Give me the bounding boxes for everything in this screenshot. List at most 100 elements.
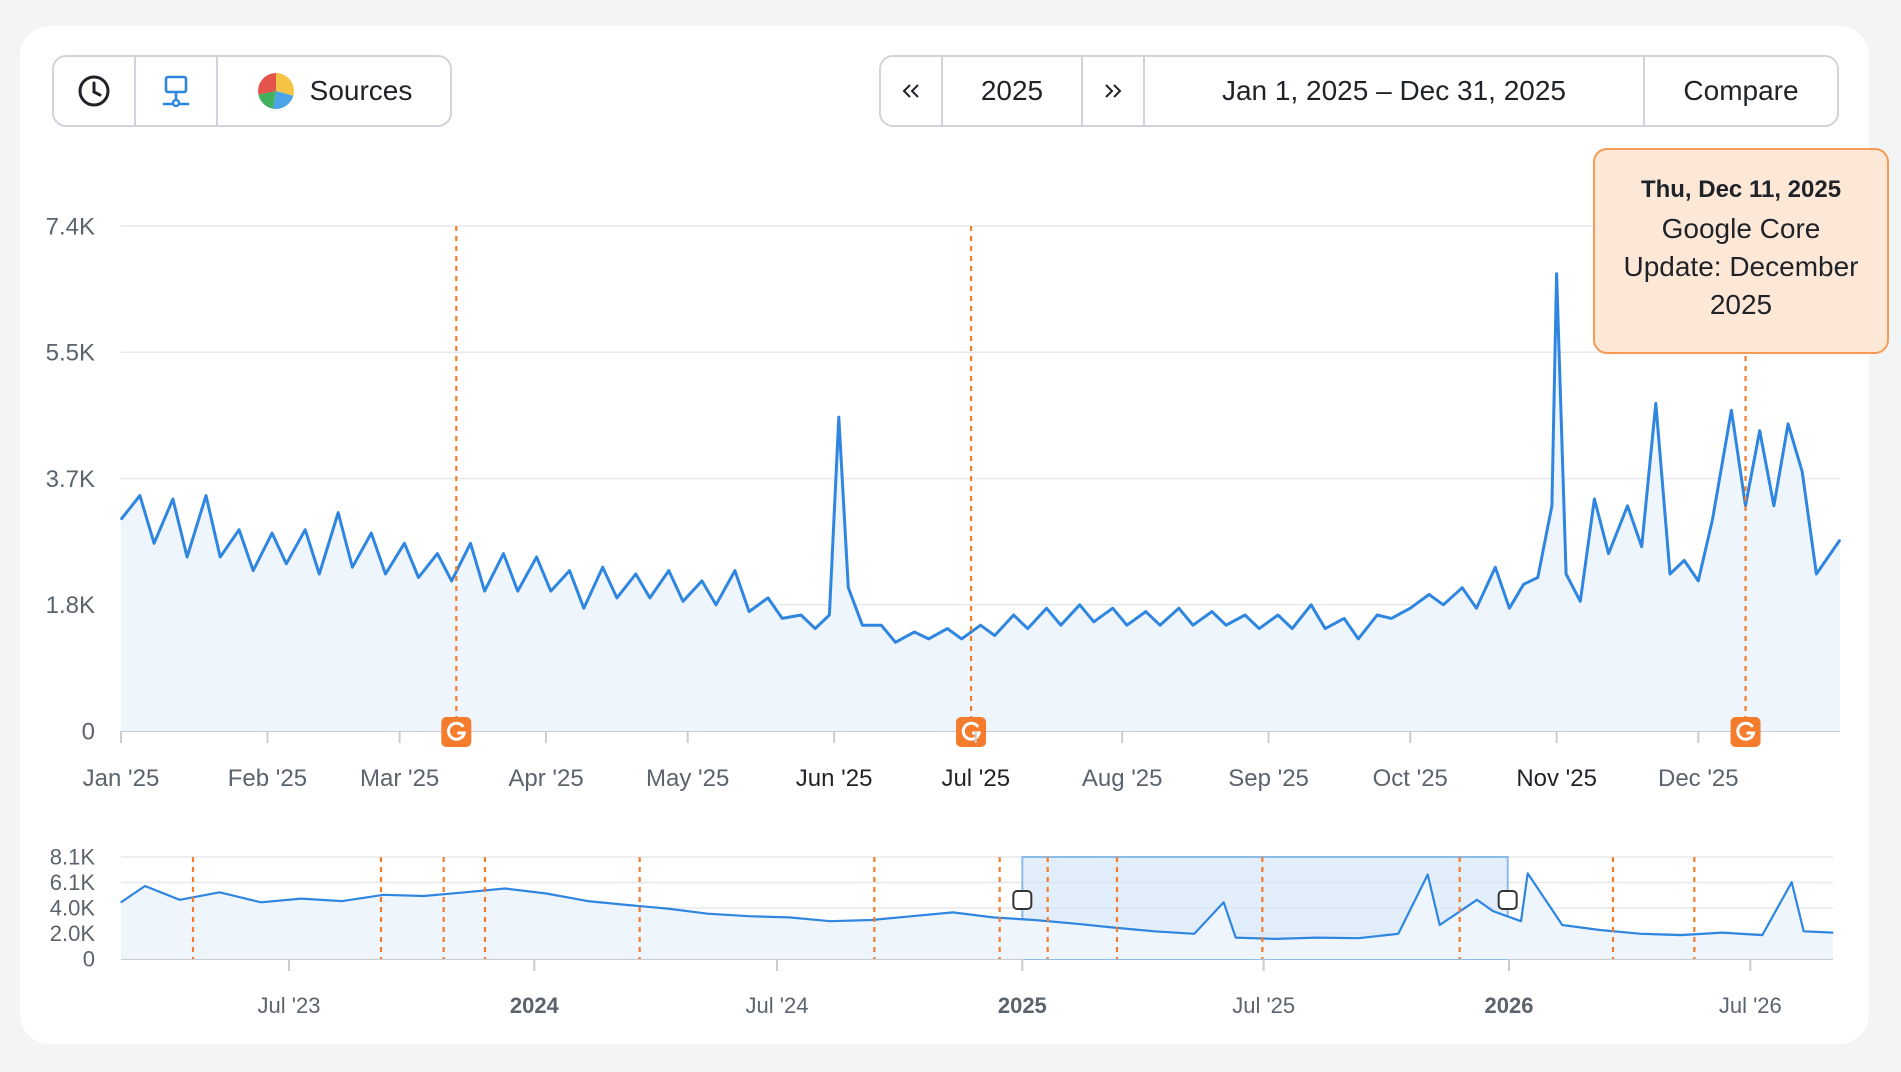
data-point	[1235, 936, 1237, 939]
data-point	[1093, 621, 1095, 623]
data-point	[252, 570, 254, 572]
data-point	[1551, 505, 1553, 507]
data-point	[1258, 628, 1260, 630]
data-point	[952, 911, 954, 914]
data-point	[913, 631, 915, 633]
data-point	[1357, 937, 1359, 939]
data-point	[1291, 628, 1293, 630]
data-point	[1211, 610, 1213, 613]
data-point	[179, 899, 181, 901]
date-toolbar: 2025 Jan 1, 2025 – Dec 31, 2025 Compare	[879, 55, 1839, 127]
data-point	[1565, 573, 1567, 575]
data-point	[1439, 924, 1441, 926]
data-point	[1343, 617, 1345, 619]
data-point	[1815, 573, 1817, 575]
data-point	[1225, 624, 1227, 626]
double-chevron-left-icon	[902, 84, 919, 98]
y-tick-label: 6.1K	[50, 870, 96, 895]
data-point	[403, 542, 405, 544]
next-year-button[interactable]	[1083, 57, 1145, 125]
data-point	[337, 512, 339, 514]
data-point	[1442, 604, 1444, 606]
data-point	[1593, 498, 1596, 500]
data-point	[1428, 593, 1430, 596]
data-point	[649, 597, 651, 599]
data-point	[748, 915, 750, 917]
year-selector[interactable]: 2025	[943, 57, 1083, 125]
google-update-icon	[1730, 717, 1761, 747]
data-point	[300, 897, 302, 900]
data-point	[1730, 409, 1732, 411]
data-point	[436, 552, 439, 555]
data-point	[635, 573, 637, 575]
data-point	[1476, 899, 1478, 901]
y-tick-label: 0	[82, 718, 95, 745]
data-point	[828, 614, 830, 616]
date-range-picker[interactable]: Jan 1, 2025 – Dec 31, 2025	[1145, 57, 1645, 125]
data-point	[464, 891, 466, 893]
data-point	[238, 529, 240, 531]
data-point	[1683, 559, 1685, 561]
x-tick-label: 2026	[1485, 993, 1534, 1018]
data-point	[861, 624, 864, 626]
data-point	[1461, 587, 1463, 589]
x-tick-label: Jul '25	[941, 765, 1010, 792]
data-point	[1494, 566, 1496, 568]
data-point	[172, 498, 174, 500]
data-point	[1721, 931, 1723, 934]
data-point	[1527, 872, 1529, 874]
data-point	[219, 556, 221, 558]
data-point	[384, 573, 387, 575]
compare-button[interactable]: Compare	[1683, 75, 1799, 106]
data-point	[1310, 604, 1312, 606]
data-point	[1655, 402, 1657, 405]
data-point	[800, 614, 802, 616]
data-point	[1626, 505, 1629, 507]
y-tick-label: 1.8K	[46, 592, 95, 619]
history-button[interactable]	[54, 57, 136, 125]
data-point	[517, 590, 519, 592]
data-point	[1801, 471, 1803, 473]
data-point	[504, 887, 506, 890]
data-point	[139, 494, 141, 497]
main-chart: 7.4K 5.5K 3.7K 1.8K 0 Jan '25 Feb '25 Mar '25 Ap…	[46, 213, 1842, 792]
x-tick-label: 2024	[510, 993, 560, 1018]
data-point	[1046, 607, 1048, 609]
data-point	[1244, 614, 1246, 616]
device-button[interactable]	[136, 57, 218, 125]
data-point	[1223, 901, 1225, 903]
series-area	[121, 273, 1840, 731]
google-update-icon	[956, 717, 987, 747]
data-point	[502, 552, 505, 555]
data-point	[1832, 931, 1834, 934]
data-point	[120, 901, 122, 903]
data-point	[1275, 938, 1277, 940]
data-point	[1561, 924, 1563, 926]
x-tick-label: Jul '26	[1719, 993, 1782, 1018]
data-point	[271, 532, 273, 534]
data-point	[1759, 430, 1761, 432]
tooltip-date: Thu, Dec 11, 2025	[1640, 176, 1842, 203]
x-tick-label: Nov '25	[1516, 765, 1597, 792]
y-tick-label: 0	[83, 947, 95, 972]
data-point	[894, 641, 897, 643]
prev-year-button[interactable]	[881, 57, 943, 125]
data-point	[1390, 617, 1392, 619]
sources-button[interactable]: Sources	[218, 57, 450, 125]
data-point	[1599, 929, 1601, 931]
data-point	[788, 916, 790, 919]
left-toolbar: Sources	[52, 55, 452, 127]
data-point	[814, 628, 816, 630]
y-tick-label: 2.0K	[50, 921, 96, 946]
sources-label: Sources	[309, 75, 413, 106]
data-point	[417, 576, 420, 579]
data-point	[994, 634, 996, 637]
data-point	[668, 570, 670, 572]
y-tick-label: 5.5K	[46, 340, 95, 367]
data-point	[341, 900, 343, 902]
data-point	[383, 894, 385, 896]
data-point	[992, 916, 994, 919]
data-point	[186, 556, 188, 558]
data-point	[1079, 604, 1081, 606]
x-tick-label: Jul '23	[258, 993, 321, 1018]
